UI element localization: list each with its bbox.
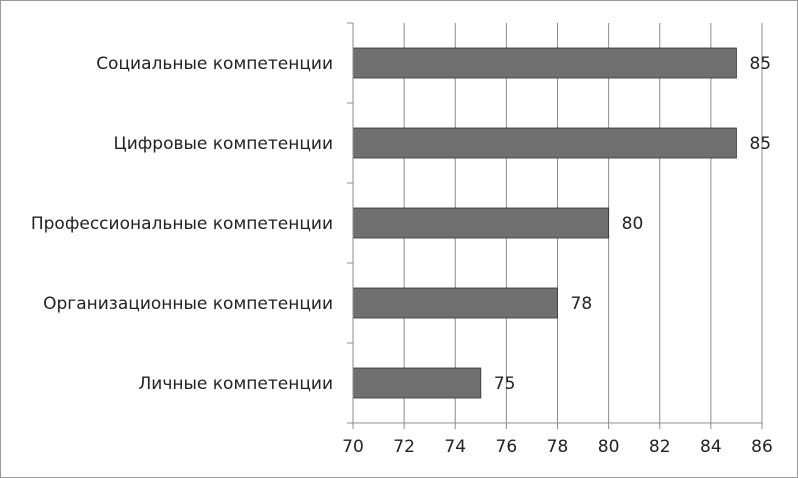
bar xyxy=(352,207,610,239)
x-tick-label: 86 xyxy=(751,437,773,457)
bar xyxy=(352,287,558,319)
data-labels: 85 85 80 78 75 xyxy=(494,54,771,394)
bar xyxy=(352,47,737,79)
x-tick-label: 72 xyxy=(393,437,415,457)
x-tick-label: 74 xyxy=(444,437,466,457)
data-label: 75 xyxy=(494,374,516,394)
x-tick-label: 70 xyxy=(342,437,364,457)
x-tick-label: 76 xyxy=(496,437,518,457)
x-tick-label: 84 xyxy=(700,437,722,457)
category-labels: Социальные компетенции Цифровые компетенц… xyxy=(31,54,333,394)
x-tick-label: 78 xyxy=(547,437,569,457)
data-label: 85 xyxy=(749,54,771,74)
x-tick-label: 82 xyxy=(649,437,671,457)
bar xyxy=(352,367,482,399)
data-label: 85 xyxy=(749,134,771,154)
category-label: Организационные компетенции xyxy=(43,294,333,314)
bar xyxy=(352,127,737,159)
x-tick-label: 80 xyxy=(598,437,620,457)
category-label: Цифровые компетенции xyxy=(114,134,334,154)
category-label: Профессиональные компетенции xyxy=(31,214,333,234)
category-label: Личные компетенции xyxy=(139,374,334,394)
tick-labels: 70 72 74 76 78 80 82 84 86 xyxy=(342,437,773,457)
axes xyxy=(347,22,763,429)
data-label: 80 xyxy=(622,214,644,234)
category-label: Социальные компетенции xyxy=(96,54,333,74)
data-label: 78 xyxy=(571,294,593,314)
bars xyxy=(352,47,737,399)
